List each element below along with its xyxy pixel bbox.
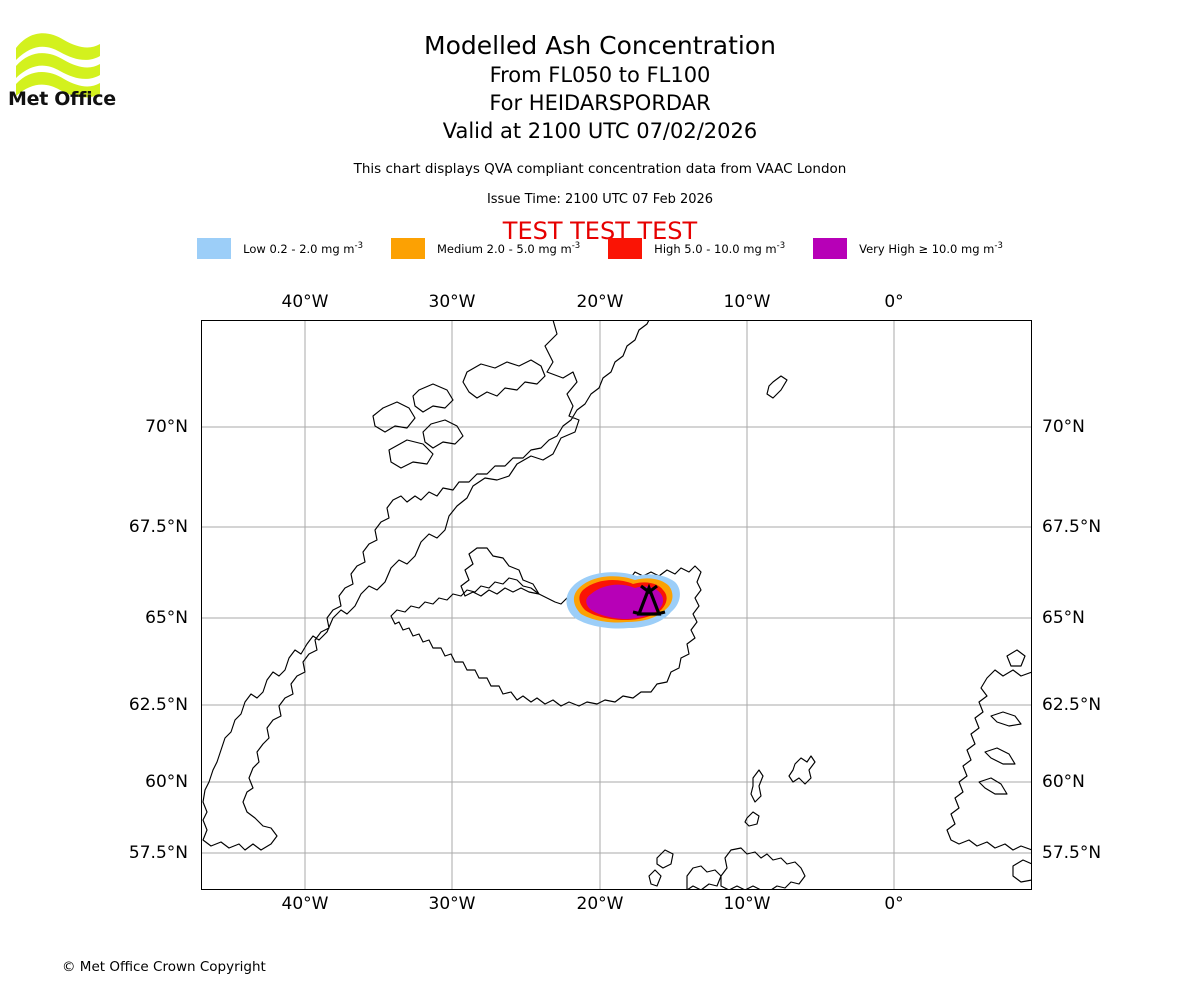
concentration-legend: Low 0.2 - 2.0 mg m-3 Medium 2.0 - 5.0 mg… bbox=[0, 238, 1200, 259]
coastline-norway-fjord-1 bbox=[990, 711, 1022, 727]
volcano-marker-icon bbox=[632, 583, 666, 616]
coastline-greenland-peninsula-d bbox=[388, 439, 434, 469]
lon-tick-top-30°W: 30°W bbox=[428, 292, 476, 312]
legend-swatch-high bbox=[608, 238, 643, 259]
legend-swatch-very-high bbox=[813, 238, 848, 259]
lat-tick-left-62.5°N: 62.5°N bbox=[128, 695, 188, 715]
legend-item-low: Low 0.2 - 2.0 mg m-3 bbox=[197, 238, 363, 259]
map-canvas bbox=[201, 320, 1032, 890]
legend-label-medium: Medium 2.0 - 5.0 mg m-3 bbox=[436, 241, 581, 256]
coastline-faroe-islands bbox=[788, 755, 816, 785]
copyright-notice: © Met Office Crown Copyright bbox=[62, 959, 266, 975]
coastline-scotland-west bbox=[686, 865, 722, 890]
ash-contour-very-high bbox=[586, 584, 664, 619]
lon-tick-bottom-0°: 0° bbox=[884, 894, 904, 914]
coastline-greenland bbox=[202, 320, 650, 851]
chart-header: Modelled Ash Concentration From FL050 to… bbox=[0, 0, 1200, 245]
source-note: This chart displays QVA compliant concen… bbox=[353, 161, 847, 177]
page-title: Modelled Ash Concentration bbox=[424, 31, 776, 60]
issue-time: Issue Time: 2100 UTC 07 Feb 2026 bbox=[486, 192, 714, 207]
legend-item-very-high: Very High ≥ 10.0 mg m-3 bbox=[813, 238, 1003, 259]
coastline-greenland-fjord-c bbox=[422, 419, 464, 449]
coastline-norway bbox=[946, 669, 1032, 851]
coastline-norway-south bbox=[1012, 859, 1032, 883]
lon-tick-top-20°W: 20°W bbox=[576, 292, 624, 312]
coastline-greenland-island-b bbox=[372, 401, 416, 433]
lat-tick-left-60°N: 60°N bbox=[145, 772, 188, 792]
coastline-hebrides-south bbox=[648, 869, 662, 887]
coastline-greenland-north-inlet bbox=[462, 359, 546, 399]
lat-tick-left-65°N: 65°N bbox=[145, 608, 188, 628]
legend-label-low: Low 0.2 - 2.0 mg m-3 bbox=[243, 241, 363, 256]
test-banner: TEST TEST TEST bbox=[502, 217, 698, 245]
valid-time: Valid at 2100 UTC 07/02/2026 bbox=[442, 119, 758, 143]
met-office-waves-icon bbox=[16, 33, 100, 98]
legend-swatch-medium bbox=[390, 238, 425, 259]
coastline-greenland-island-a bbox=[412, 383, 454, 413]
lon-tick-bottom-10°W: 10°W bbox=[723, 894, 771, 914]
coastline-orkney bbox=[744, 811, 760, 827]
ash-concentration-map bbox=[201, 320, 1032, 890]
legend-label-very-high: Very High ≥ 10.0 mg m-3 bbox=[859, 241, 1003, 256]
met-office-logo bbox=[8, 22, 128, 112]
lat-tick-right-67.5°N: 67.5°N bbox=[1042, 517, 1102, 537]
lat-tick-right-65°N: 65°N bbox=[1042, 608, 1085, 628]
lon-tick-top-40°W: 40°W bbox=[281, 292, 329, 312]
flight-level-range: From FL050 to FL100 bbox=[489, 63, 711, 87]
lat-tick-right-62.5°N: 62.5°N bbox=[1042, 695, 1102, 715]
coastline-scotland bbox=[720, 847, 806, 890]
coastline-jan-mayen bbox=[766, 375, 788, 399]
coastlines bbox=[202, 320, 1032, 890]
legend-item-medium: Medium 2.0 - 5.0 mg m-3 bbox=[390, 238, 581, 259]
lon-tick-bottom-20°W: 20°W bbox=[576, 894, 624, 914]
coastline-shetland bbox=[750, 769, 764, 803]
brand-name: Met Office bbox=[8, 88, 116, 110]
lon-tick-bottom-30°W: 30°W bbox=[428, 894, 476, 914]
coastline-iceland-westfjords bbox=[460, 547, 540, 597]
lat-tick-left-70°N: 70°N bbox=[145, 417, 188, 437]
legend-label-high: High 5.0 - 10.0 mg m-3 bbox=[654, 241, 786, 256]
legend-item-high: High 5.0 - 10.0 mg m-3 bbox=[608, 238, 785, 259]
coastline-norway-fjord-2 bbox=[984, 747, 1016, 765]
volcano-name: For HEIDARSPORDAR bbox=[489, 91, 711, 115]
map-border bbox=[201, 320, 1032, 890]
lat-tick-right-70°N: 70°N bbox=[1042, 417, 1085, 437]
lon-tick-top-10°W: 10°W bbox=[723, 292, 771, 312]
coastline-iceland bbox=[390, 565, 702, 707]
lat-tick-left-57.5°N: 57.5°N bbox=[128, 843, 188, 863]
legend-swatch-low bbox=[197, 238, 232, 259]
lon-tick-top-0°: 0° bbox=[884, 292, 904, 312]
coastline-norway-island-n bbox=[1006, 649, 1026, 667]
lat-tick-right-60°N: 60°N bbox=[1042, 772, 1085, 792]
lon-tick-bottom-40°W: 40°W bbox=[281, 894, 329, 914]
coastline-hebrides bbox=[656, 849, 674, 869]
lat-tick-right-57.5°N: 57.5°N bbox=[1042, 843, 1102, 863]
coastline-norway-fjord-3 bbox=[978, 777, 1008, 795]
lat-tick-left-67.5°N: 67.5°N bbox=[128, 517, 188, 537]
